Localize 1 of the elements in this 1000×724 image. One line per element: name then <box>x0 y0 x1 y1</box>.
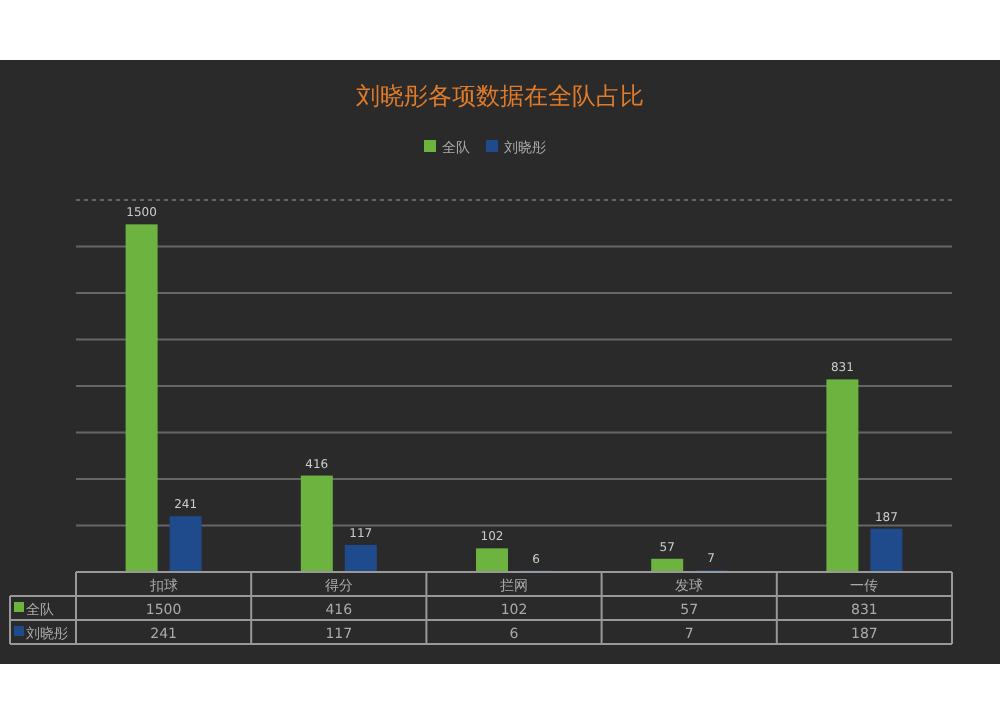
chart-title: 刘晓彤各项数据在全队占比 <box>356 82 644 110</box>
